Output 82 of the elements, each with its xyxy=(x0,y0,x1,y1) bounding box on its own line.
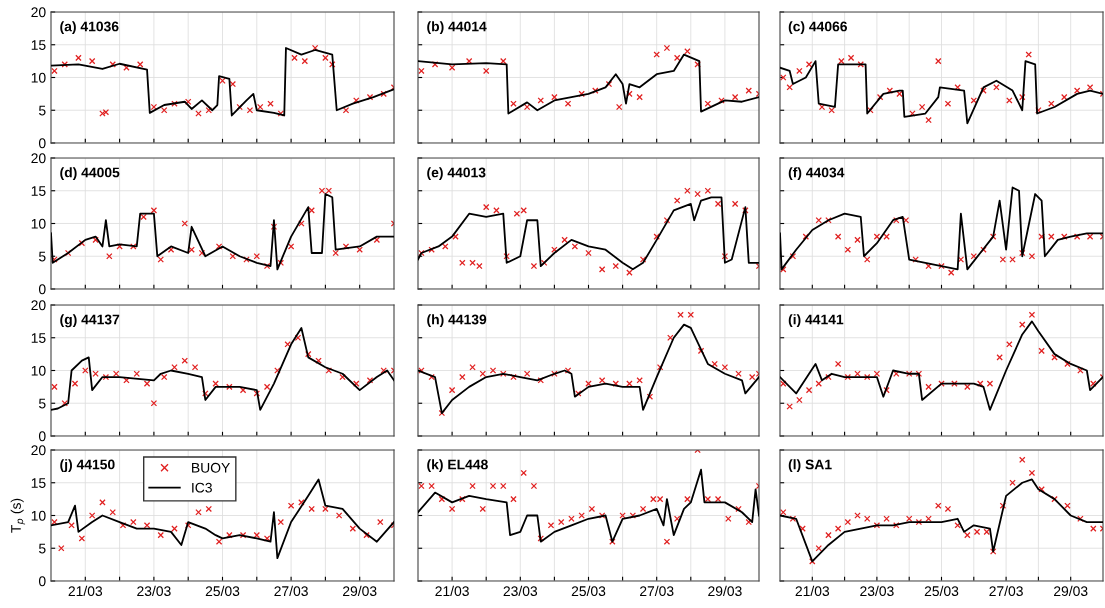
x-tick-label: 29/03 xyxy=(708,585,742,597)
x-tick-label: 25/03 xyxy=(924,585,959,597)
text: (c) 44066 xyxy=(788,21,848,35)
y-tick-label: 15 xyxy=(31,40,46,50)
x-tick-label: 27/03 xyxy=(989,585,1023,597)
point xyxy=(342,107,350,114)
x-tick-label: 21/03 xyxy=(795,585,830,597)
x-tick-label: 27/03 xyxy=(640,585,674,597)
y-tick-label: 5 xyxy=(38,543,46,554)
y-tick-label: 15 xyxy=(31,333,46,343)
y-tick-label: 0 xyxy=(38,138,46,149)
text: (j) 44150 xyxy=(60,459,115,473)
point xyxy=(1028,253,1036,260)
x-tick-label: 23/03 xyxy=(137,585,171,597)
x-tick-label: 23/03 xyxy=(860,585,894,597)
y-tick-label: 20 xyxy=(31,445,46,456)
point xyxy=(136,61,144,68)
y-tick-label: 15 xyxy=(31,478,46,488)
y-tick-label: 10 xyxy=(31,510,46,521)
y-tick-label: 5 xyxy=(38,105,46,116)
point xyxy=(947,269,955,276)
x-tick-label: 29/03 xyxy=(1054,585,1088,597)
text: (g) 44137 xyxy=(60,314,120,328)
x-tick-label: 29/03 xyxy=(343,585,377,597)
y-tick-label: 5 xyxy=(38,251,46,262)
legend-label: IC3 xyxy=(192,482,212,493)
y-tick-label: 0 xyxy=(38,431,46,442)
text: (a) 41036 xyxy=(60,21,119,35)
point xyxy=(75,54,82,62)
y-tick-label: 20 xyxy=(31,300,46,311)
point xyxy=(834,233,842,240)
point xyxy=(547,522,555,529)
point xyxy=(51,383,58,391)
point xyxy=(469,482,476,490)
x-tick-label: 23/03 xyxy=(503,585,538,597)
text: (b) 44014 xyxy=(427,21,487,35)
text: (e) 44013 xyxy=(427,167,486,181)
x-tick-label: 25/03 xyxy=(205,585,240,597)
point xyxy=(854,236,861,244)
y-tick-label: 10 xyxy=(31,72,46,83)
point xyxy=(322,54,329,62)
x-tick-label: 27/03 xyxy=(274,585,308,597)
x-tick-label: 25/03 xyxy=(571,585,606,597)
y-tick-label: 0 xyxy=(38,284,46,295)
y-tick-label: 20 xyxy=(31,153,46,164)
text: (d) 44005 xyxy=(60,167,120,181)
text: (l) SA1 xyxy=(788,459,832,473)
y-tick-label: 10 xyxy=(31,365,46,376)
y-tick-label: 10 xyxy=(31,218,46,229)
point xyxy=(71,380,79,387)
point xyxy=(92,370,99,377)
point xyxy=(684,495,691,503)
text: (f) 44034 xyxy=(788,167,845,181)
text: (h) 44139 xyxy=(427,314,487,328)
y-tick-label: 20 xyxy=(31,7,46,18)
point xyxy=(267,100,274,107)
y-tick-label: 5 xyxy=(38,398,46,409)
point xyxy=(844,246,852,253)
legend-label: BUOY xyxy=(192,462,230,473)
point xyxy=(246,107,254,114)
y-axis-title: T$_{p}$ (s) xyxy=(10,498,26,533)
point xyxy=(500,482,507,490)
x-tick-label: 21/03 xyxy=(68,585,103,597)
point xyxy=(257,103,264,111)
y-tick-label: 0 xyxy=(38,576,46,587)
text: (i) 44141 xyxy=(788,314,844,328)
point xyxy=(557,518,565,526)
text: (k) EL448 xyxy=(427,459,488,473)
point xyxy=(510,495,517,503)
point xyxy=(479,505,487,513)
point xyxy=(568,515,575,522)
point xyxy=(863,256,871,263)
y-tick-label: 15 xyxy=(31,186,46,196)
point xyxy=(291,54,298,62)
point xyxy=(999,256,1007,263)
point xyxy=(82,367,89,374)
point xyxy=(578,512,585,519)
x-tick-label: 21/03 xyxy=(435,585,469,597)
point xyxy=(520,469,527,477)
point xyxy=(873,233,881,240)
point xyxy=(143,380,151,387)
point xyxy=(51,67,58,75)
